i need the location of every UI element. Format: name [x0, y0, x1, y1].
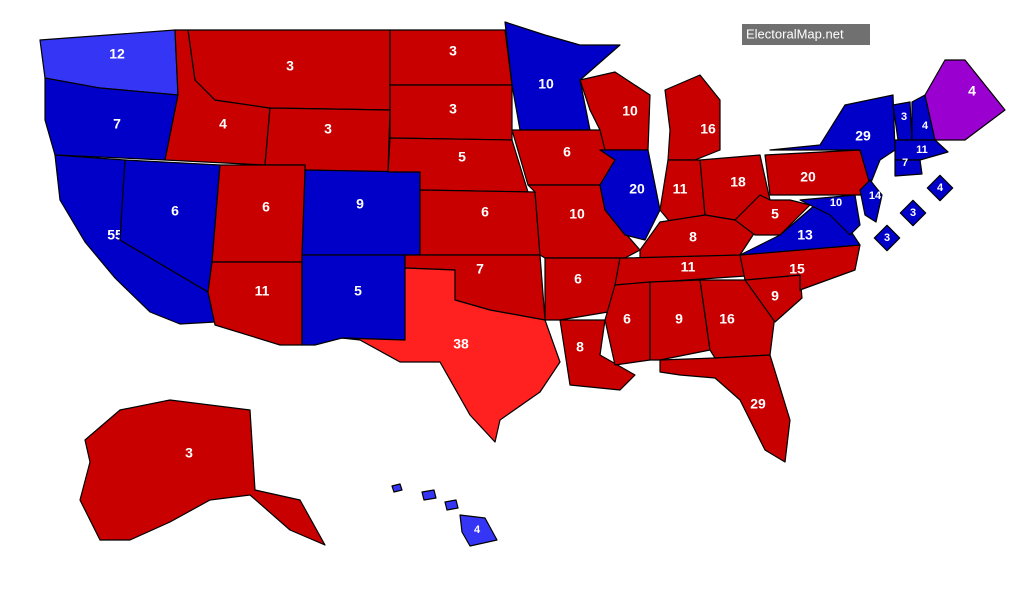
state-votes: 3 [449, 43, 457, 59]
state [264, 107, 391, 173]
state [734, 194, 811, 236]
state-votes: 55 [107, 227, 123, 243]
state-votes: 4 [922, 120, 929, 132]
island [421, 489, 437, 501]
state-votes: 12 [109, 46, 125, 62]
state-votes: 29 [750, 396, 766, 412]
state-votes: 7 [476, 261, 484, 277]
state [341, 267, 561, 443]
state-votes: 7 [113, 116, 121, 132]
state-marker [899, 199, 927, 227]
island [444, 499, 459, 511]
state-votes: 9 [675, 311, 683, 327]
state [659, 354, 791, 463]
state-votes: 11 [255, 283, 270, 299]
state [79, 399, 326, 546]
state-votes: 3 [449, 101, 457, 117]
state-votes: 4 [219, 116, 227, 132]
watermark-box [742, 24, 870, 45]
state-votes: 15 [789, 261, 805, 277]
state [301, 169, 421, 256]
state-votes: 38 [453, 336, 469, 352]
state-votes: 3 [884, 232, 890, 244]
state-marker [873, 224, 901, 252]
state [764, 149, 871, 196]
state-votes: 4 [968, 83, 976, 99]
state-votes: 6 [574, 271, 582, 287]
state [799, 194, 861, 236]
state-votes: 10 [538, 76, 554, 92]
state [894, 139, 949, 161]
state-votes: 20 [629, 181, 645, 197]
state-votes: 3 [910, 207, 916, 219]
state-votes: 18 [730, 174, 746, 190]
state [419, 189, 541, 256]
state [859, 179, 883, 223]
state [894, 159, 923, 177]
state-votes: 8 [576, 339, 584, 355]
state-votes: 3 [901, 111, 907, 123]
state-votes: 6 [623, 311, 631, 327]
state-votes: 7 [902, 157, 908, 169]
state-votes: 10 [569, 206, 585, 222]
state [544, 257, 621, 321]
state-votes: 11 [681, 259, 696, 275]
state [301, 254, 406, 346]
state-votes: 9 [771, 288, 779, 304]
state [459, 514, 498, 547]
state-votes: 10 [622, 103, 638, 119]
state-votes: 29 [855, 128, 871, 144]
state-votes: 14 [869, 190, 882, 202]
state [207, 261, 303, 346]
state-votes: 6 [262, 199, 270, 215]
state [599, 149, 661, 241]
state-votes: 8 [689, 229, 697, 245]
state-votes: 4 [937, 182, 944, 194]
state-votes: 6 [171, 203, 179, 219]
watermark: ElectoralMap.net [746, 26, 844, 41]
state-votes: 16 [700, 121, 716, 137]
state-votes: 13 [797, 227, 813, 243]
state-votes: 3 [185, 445, 193, 461]
state-marker [926, 174, 954, 202]
state-votes: 3 [324, 121, 332, 137]
state-votes: 6 [563, 144, 571, 160]
state-votes: 3 [286, 58, 294, 74]
state-votes: 9 [356, 196, 364, 212]
state-votes: 20 [800, 169, 816, 185]
state-votes: 10 [830, 197, 842, 209]
state [924, 59, 1006, 141]
state-votes: 5 [354, 283, 362, 299]
state-votes: 4 [474, 524, 481, 536]
island [391, 483, 403, 493]
state [664, 74, 721, 161]
state-votes: 16 [719, 311, 735, 327]
state [604, 281, 651, 366]
state-votes: 5 [771, 206, 779, 222]
state [211, 164, 306, 263]
state [649, 279, 711, 361]
state-votes: 11 [673, 181, 688, 197]
state-votes: 6 [481, 204, 489, 220]
state-votes: 5 [458, 149, 466, 165]
state-votes: 11 [916, 144, 928, 156]
